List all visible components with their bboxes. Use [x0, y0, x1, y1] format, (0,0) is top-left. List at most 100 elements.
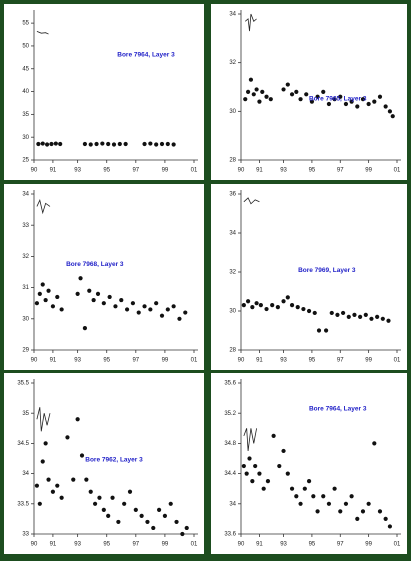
point — [387, 524, 393, 529]
point — [241, 303, 246, 308]
point — [315, 94, 320, 99]
y-tick-label: 45 — [22, 66, 29, 72]
point — [264, 94, 269, 99]
y-tick-label: 28 — [229, 158, 236, 164]
point — [145, 519, 150, 525]
trace-line — [243, 197, 260, 205]
point — [312, 310, 317, 316]
y-tick-label: 29 — [22, 348, 29, 354]
point — [329, 310, 334, 316]
y-tick-label: 34 — [229, 231, 236, 237]
point — [335, 312, 340, 317]
point — [78, 276, 83, 281]
panel — [4, 184, 204, 370]
panel-title: Bore 7969, Layer 3 — [298, 267, 356, 274]
x-tick-label: 91 — [256, 358, 263, 364]
y-tick-label: 31 — [22, 285, 29, 291]
y-tick-label: 34.8 — [224, 441, 236, 447]
x-tick-label: 90 — [31, 542, 38, 548]
x-tick-label: 93 — [280, 358, 287, 364]
x-tick-label: 95 — [103, 358, 110, 364]
x-tick-label: 97 — [337, 358, 344, 364]
x-tick-label: 99 — [365, 358, 372, 364]
point — [84, 477, 89, 482]
point — [289, 92, 295, 97]
point — [277, 463, 282, 469]
point — [65, 435, 70, 440]
point — [387, 109, 393, 114]
x-tick-label: 91 — [256, 542, 263, 548]
point — [46, 288, 51, 293]
y-tick-label: 35.6 — [224, 381, 236, 387]
point — [88, 142, 93, 147]
point — [113, 304, 118, 309]
point — [366, 501, 371, 506]
point — [97, 495, 102, 500]
point — [151, 525, 156, 531]
point — [311, 494, 316, 499]
x-tick-label: 01 — [191, 358, 198, 364]
point — [107, 294, 112, 300]
x-tick-label: 93 — [74, 168, 81, 174]
point — [50, 304, 56, 309]
panel — [211, 184, 407, 370]
point — [383, 516, 388, 522]
point — [124, 307, 130, 312]
point — [346, 314, 351, 319]
y-tick-label: 30 — [22, 135, 29, 141]
point — [349, 494, 354, 499]
point — [250, 479, 255, 484]
point — [142, 304, 147, 309]
point — [257, 99, 262, 104]
point — [355, 516, 360, 522]
point — [101, 507, 106, 512]
point — [130, 301, 136, 306]
point — [37, 291, 42, 296]
point — [316, 328, 322, 333]
y-tick-label: 25 — [22, 158, 29, 164]
point — [184, 525, 189, 531]
point — [248, 77, 254, 82]
point — [53, 141, 58, 146]
panel-title: Bore 7965, Layer 3 — [309, 95, 367, 102]
point — [159, 313, 165, 318]
x-tick-label: 95 — [309, 542, 316, 548]
x-tick-label: 95 — [103, 168, 110, 174]
point — [148, 141, 153, 146]
point — [301, 306, 306, 312]
point — [82, 326, 88, 331]
point — [139, 513, 144, 518]
point — [82, 141, 88, 147]
y-tick-label: 33 — [22, 532, 29, 538]
x-tick-label: 99 — [162, 542, 169, 548]
point — [55, 483, 60, 488]
point — [275, 305, 280, 310]
x-tick-label: 90 — [31, 358, 38, 364]
point — [43, 441, 48, 446]
x-tick-label: 97 — [337, 168, 344, 174]
point — [304, 92, 309, 97]
x-tick-label: 01 — [191, 168, 198, 174]
point — [106, 513, 111, 518]
point — [100, 141, 105, 146]
point — [358, 314, 363, 319]
point — [95, 291, 101, 296]
y-tick-label: 30 — [229, 109, 236, 115]
point — [383, 104, 388, 109]
point — [360, 509, 366, 514]
y-tick-label: 36 — [229, 192, 236, 198]
y-tick-label: 40 — [22, 89, 29, 95]
point — [49, 141, 54, 147]
x-tick-label: 01 — [394, 542, 401, 548]
point — [133, 507, 138, 512]
point — [245, 299, 251, 304]
point — [91, 297, 96, 303]
x-tick-label: 97 — [132, 168, 139, 174]
point — [75, 417, 80, 422]
x-tick-label: 99 — [365, 542, 372, 548]
point — [243, 97, 248, 102]
point — [265, 479, 271, 484]
trace-line — [36, 30, 49, 35]
point — [377, 509, 383, 514]
